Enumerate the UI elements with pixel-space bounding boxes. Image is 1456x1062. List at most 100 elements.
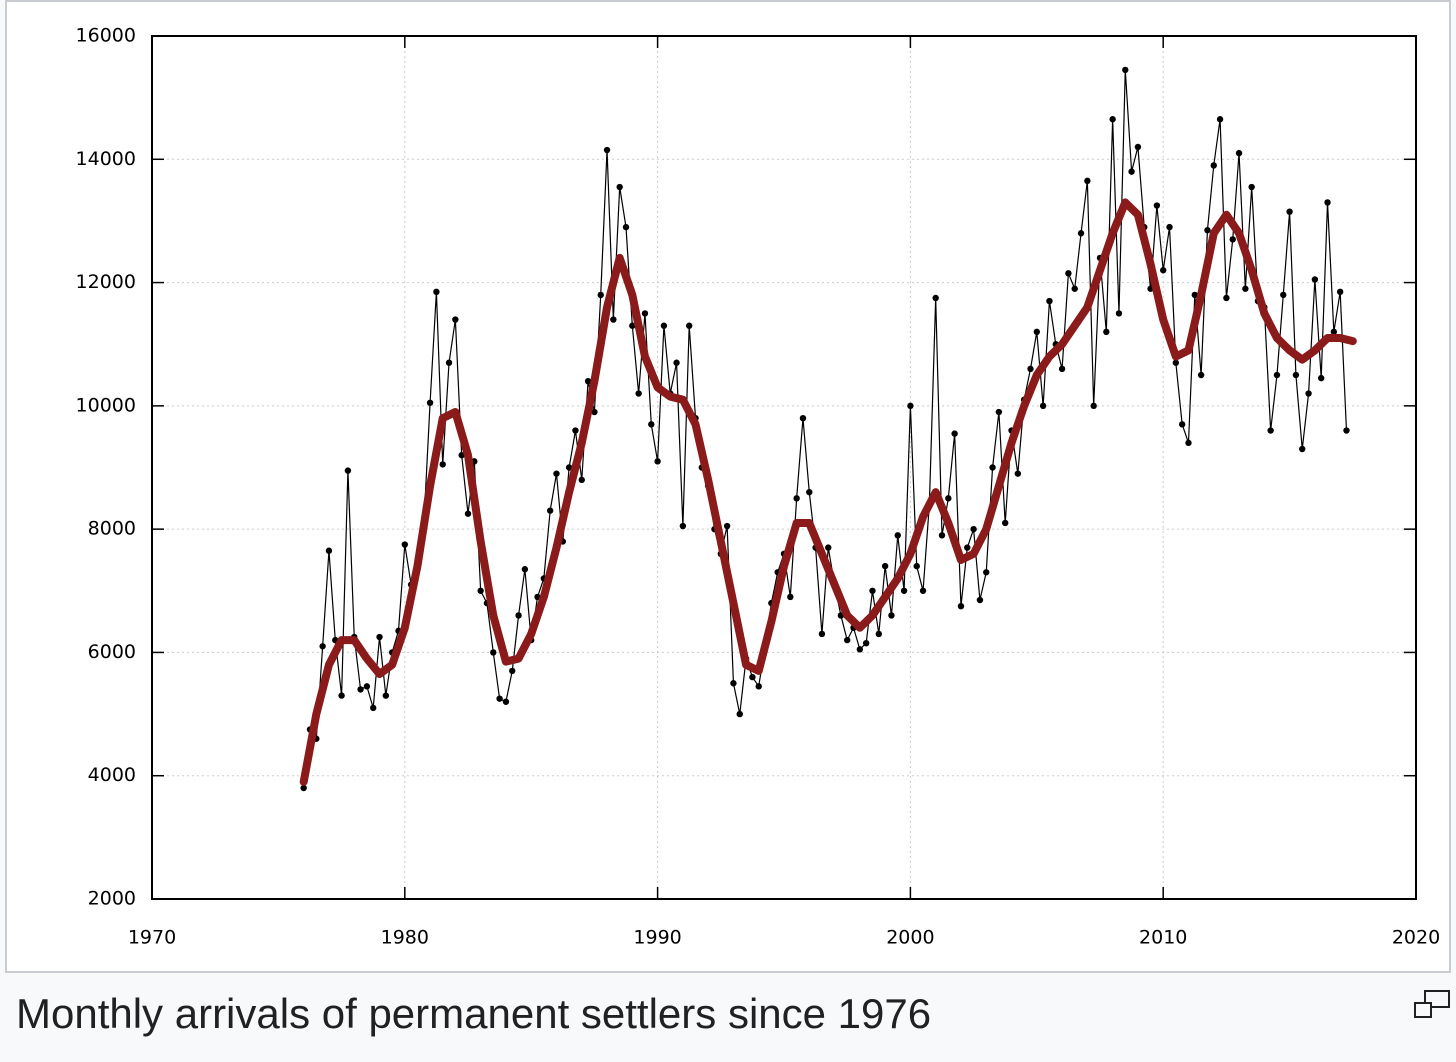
data-point bbox=[1248, 183, 1255, 191]
data-point bbox=[686, 322, 693, 329]
data-point bbox=[787, 593, 794, 601]
data-point bbox=[1115, 310, 1123, 317]
data-point bbox=[951, 430, 958, 437]
data-point bbox=[338, 692, 345, 699]
data-point bbox=[660, 322, 668, 329]
data-point bbox=[401, 541, 408, 548]
data-point bbox=[616, 183, 623, 191]
data-point bbox=[862, 639, 870, 647]
data-point bbox=[1324, 199, 1331, 206]
ticks: 1970 1980 1990 2000 2010 2020 2000 4000 6000 8000… bbox=[76, 25, 1441, 949]
data-point bbox=[888, 612, 895, 619]
data-point bbox=[1153, 202, 1161, 209]
y-tick-label: 4000 bbox=[88, 764, 136, 786]
data-point bbox=[622, 223, 630, 231]
y-tick-label: 16000 bbox=[76, 25, 136, 47]
data-point bbox=[319, 643, 326, 650]
x-tick-label: 1970 bbox=[128, 927, 176, 949]
data-point bbox=[445, 359, 453, 366]
data-point bbox=[1229, 236, 1236, 243]
y-tick-label: 2000 bbox=[88, 888, 136, 910]
data-point bbox=[458, 451, 465, 459]
data-point bbox=[844, 636, 851, 644]
data-point bbox=[1014, 470, 1022, 477]
data-point bbox=[546, 507, 554, 514]
data-point bbox=[1305, 390, 1312, 397]
data-point bbox=[875, 630, 882, 638]
data-point bbox=[1109, 116, 1116, 123]
data-point bbox=[439, 461, 446, 468]
data-point bbox=[357, 686, 364, 693]
data-point bbox=[755, 683, 762, 690]
data-point bbox=[881, 562, 889, 570]
data-point bbox=[1084, 177, 1091, 185]
data-point bbox=[1210, 162, 1217, 169]
data-point bbox=[452, 316, 459, 323]
y-tick-label: 12000 bbox=[76, 271, 136, 293]
data-point bbox=[730, 680, 737, 687]
data-point bbox=[572, 427, 579, 434]
trend-line bbox=[299, 198, 1357, 786]
data-point bbox=[1299, 445, 1306, 453]
data-point bbox=[1286, 208, 1293, 215]
data-point bbox=[793, 495, 800, 502]
data-point bbox=[970, 525, 977, 533]
data-point bbox=[1134, 143, 1142, 151]
data-point bbox=[1336, 288, 1344, 296]
data-point bbox=[1122, 66, 1129, 74]
data-point bbox=[736, 710, 743, 718]
data-point bbox=[1039, 402, 1047, 410]
data-point bbox=[344, 467, 352, 474]
data-point bbox=[553, 470, 560, 477]
data-point bbox=[913, 562, 920, 570]
data-point bbox=[1128, 168, 1135, 175]
data-point bbox=[1292, 371, 1300, 379]
data-point bbox=[1343, 427, 1350, 434]
data-point bbox=[370, 704, 377, 712]
data-point bbox=[1071, 285, 1078, 292]
data-point bbox=[648, 421, 655, 428]
data-point bbox=[610, 316, 617, 323]
data-point bbox=[1172, 359, 1180, 366]
data-point bbox=[679, 522, 687, 530]
data-point bbox=[300, 784, 307, 792]
data-point bbox=[515, 612, 522, 619]
data-point bbox=[629, 322, 636, 329]
data-point bbox=[433, 288, 440, 296]
data-point bbox=[1160, 267, 1167, 274]
data-point bbox=[591, 408, 598, 416]
data-point bbox=[1235, 149, 1243, 157]
data-point bbox=[1185, 439, 1192, 447]
data-point bbox=[1077, 230, 1085, 237]
data-point bbox=[1223, 294, 1230, 302]
data-point bbox=[900, 587, 908, 594]
data-point bbox=[1197, 371, 1205, 379]
data-point bbox=[1280, 291, 1287, 299]
data-point bbox=[995, 408, 1003, 416]
data-point bbox=[749, 673, 756, 681]
y-tick-label: 8000 bbox=[88, 518, 136, 540]
data-point bbox=[869, 587, 876, 594]
data-point bbox=[983, 569, 990, 576]
data-point bbox=[509, 667, 516, 675]
y-tick-label: 14000 bbox=[76, 148, 136, 170]
plot-border bbox=[151, 35, 1417, 900]
data-point bbox=[1216, 116, 1224, 123]
enlarge-icon[interactable] bbox=[1412, 988, 1452, 1022]
y-tick-label: 10000 bbox=[76, 394, 136, 416]
data-point bbox=[521, 566, 529, 573]
data-point bbox=[1046, 297, 1053, 305]
data-point bbox=[723, 522, 731, 530]
data-point bbox=[825, 544, 832, 551]
data-point bbox=[907, 402, 914, 410]
data-point bbox=[603, 146, 611, 154]
y-tick-label: 6000 bbox=[88, 641, 136, 663]
data-point bbox=[578, 476, 585, 484]
x-tick-label: 2010 bbox=[1139, 927, 1187, 949]
data-point bbox=[1273, 371, 1281, 379]
data-point bbox=[502, 698, 510, 705]
data-point bbox=[1166, 223, 1173, 231]
data-point bbox=[938, 532, 946, 539]
data-point bbox=[496, 695, 503, 702]
